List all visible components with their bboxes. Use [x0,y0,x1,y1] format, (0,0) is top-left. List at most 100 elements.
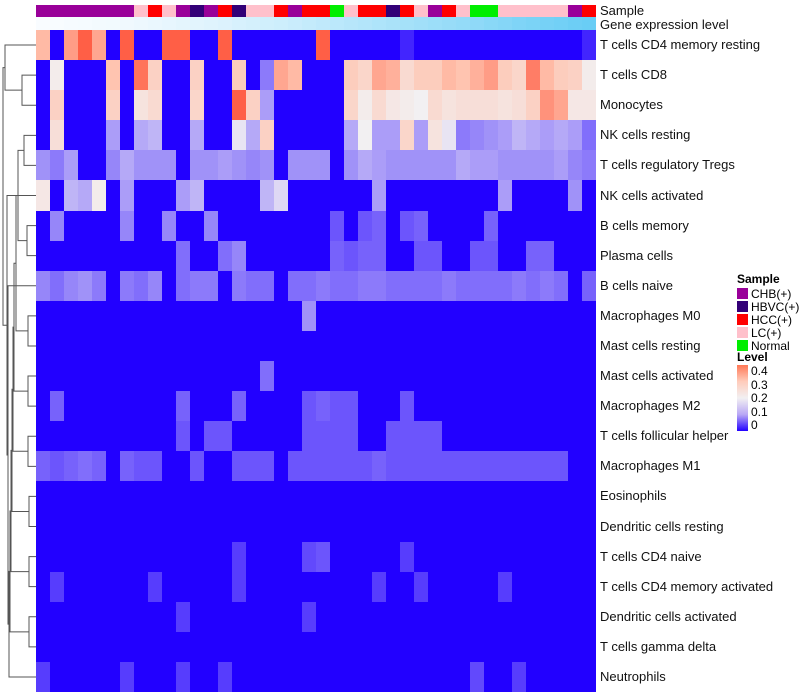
heatmap-cell [260,481,274,512]
heatmap-cell [302,270,316,301]
heatmap-cell [64,330,78,361]
heatmap-cell [64,391,78,422]
heatmap-cell [582,270,596,301]
heatmap-cell [78,541,92,572]
heatmap-cell [512,571,526,602]
heatmap-cell [428,330,442,361]
heatmap-cell [358,120,372,151]
heatmap-cell [442,270,456,301]
heatmap-cell [218,330,232,361]
heatmap-cell [400,240,414,271]
heatmap-cell [190,180,204,211]
heatmap-cell [288,361,302,392]
heatmap-cell [50,421,64,452]
heatmap-cell [400,451,414,482]
heatmap-cell [582,511,596,542]
sample-annotation-cell [400,5,414,17]
heatmap-cell [204,300,218,331]
gene-annotation-cell [358,17,372,30]
legend-swatch [737,327,748,338]
heatmap-cell [316,90,330,121]
heatmap-cell [470,391,484,422]
heatmap-cell [190,300,204,331]
heatmap-cell [134,661,148,692]
heatmap-cell [540,60,554,91]
heatmap-cell [484,240,498,271]
heatmap-cell [582,481,596,512]
heatmap-cell [498,270,512,301]
heatmap-cell [372,240,386,271]
heatmap-cell [330,391,344,422]
heatmap-cell [358,300,372,331]
heatmap-cell [526,481,540,512]
heatmap-cell [386,300,400,331]
heatmap-cell [64,30,78,61]
heatmap-cell [344,391,358,422]
heatmap-cell [498,571,512,602]
heatmap-cell [106,90,120,121]
heatmap-cell [288,270,302,301]
heatmap-cell [512,240,526,271]
heatmap-cell [204,240,218,271]
heatmap-cell [372,661,386,692]
gene-expression-annotation-bar [36,17,596,30]
heatmap-cell [386,421,400,452]
heatmap-cell [540,481,554,512]
heatmap-cell [372,451,386,482]
heatmap-cell [36,481,50,512]
heatmap-cell [148,270,162,301]
gene-annotation-cell [386,17,400,30]
heatmap-cell [246,481,260,512]
heatmap-cell [162,451,176,482]
heatmap-cell [316,240,330,271]
heatmap-cell [372,60,386,91]
sample-annotation-cell [162,5,176,17]
heatmap-cell [218,240,232,271]
heatmap-cell [78,90,92,121]
heatmap-cell [92,541,106,572]
gene-annotation-cell [484,17,498,30]
heatmap-cell [498,30,512,61]
heatmap-cell [302,210,316,241]
heatmap-cell [260,421,274,452]
heatmap-cell [470,180,484,211]
heatmap-cell [498,421,512,452]
heatmap-cell [274,661,288,692]
sample-annotation-cell [64,5,78,17]
heatmap-cell [498,511,512,542]
heatmap-cell [330,210,344,241]
heatmap-cell [358,391,372,422]
heatmap-cell [162,240,176,271]
level-tick-label: 0 [751,418,758,432]
heatmap-cell [50,601,64,632]
heatmap-cell [316,120,330,151]
row-label-column: T cells CD4 memory resting T cells CD8 Mon… [600,30,800,692]
heatmap-cell [414,571,428,602]
heatmap-cell [428,210,442,241]
heatmap-cell [50,210,64,241]
heatmap-cell [302,150,316,181]
heatmap-cell [470,451,484,482]
gene-annotation-cell [470,17,484,30]
heatmap-cell [218,361,232,392]
sample-annotation-cell [260,5,274,17]
heatmap-cell [470,661,484,692]
heatmap-cell [358,601,372,632]
legend-label: HCC(+) [751,312,792,327]
sample-annotation-cell [484,5,498,17]
heatmap-cell [470,210,484,241]
heatmap-cell [414,481,428,512]
heatmap-cell [148,60,162,91]
heatmap-cell [92,361,106,392]
heatmap-cell [64,631,78,662]
heatmap-cell [190,270,204,301]
heatmap-cell [568,661,582,692]
heatmap-cell [582,451,596,482]
heatmap-cell [78,60,92,91]
heatmap-cell [162,150,176,181]
heatmap-cell [176,30,190,61]
heatmap-cell [512,90,526,121]
heatmap-cell [134,150,148,181]
heatmap-cell [64,270,78,301]
heatmap-cell [428,421,442,452]
